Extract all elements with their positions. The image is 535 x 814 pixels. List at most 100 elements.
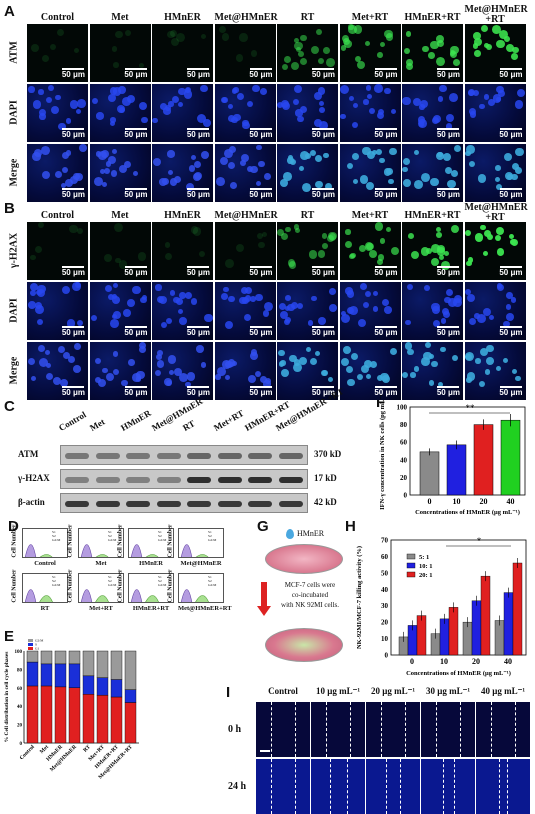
nucleus — [467, 257, 473, 263]
nucleus — [417, 116, 425, 124]
nucleus — [281, 63, 289, 71]
blot-band — [248, 477, 272, 483]
scalebar-label: 50 μm — [311, 328, 335, 337]
micrograph-tile: 50 μm — [464, 342, 526, 400]
nucleus — [178, 373, 188, 383]
scratch-edge — [436, 702, 437, 757]
column-header: HMnER+RT — [404, 12, 461, 23]
scratch-column-header: 10 μg mL⁻¹ — [315, 686, 361, 696]
nucleus — [76, 228, 83, 234]
g2-peak — [95, 595, 109, 602]
micrograph-tile: 50 μm — [89, 342, 151, 400]
nucleus — [34, 301, 43, 310]
scalebar-label: 50 μm — [124, 70, 148, 79]
nucleus — [366, 151, 375, 160]
nucleus — [448, 298, 457, 307]
nucleus — [440, 346, 446, 353]
nucleus — [113, 222, 123, 232]
nucleus — [189, 165, 196, 172]
nucleus — [304, 152, 312, 160]
nucleus — [486, 233, 493, 240]
nucleus — [357, 61, 366, 70]
nucleus — [228, 103, 234, 110]
nucleus — [430, 177, 440, 187]
nucleus — [42, 55, 49, 62]
legend-label: G2/M — [35, 639, 44, 643]
micrograph-tile: 50 μm — [152, 144, 213, 202]
scalebar-label: 50 μm — [249, 70, 273, 79]
y-tick: 50 — [381, 569, 389, 577]
nucleus — [111, 46, 118, 52]
nucleus — [329, 288, 337, 295]
nucleus — [110, 117, 116, 123]
nucleus — [113, 311, 122, 319]
nucleus — [451, 170, 459, 178]
flow-legend: G2/M — [158, 538, 167, 542]
nucleus — [215, 374, 221, 380]
g1-peak — [24, 544, 37, 557]
nucleus — [231, 88, 238, 94]
nucleus — [426, 247, 433, 254]
scalebar-line — [62, 266, 84, 268]
scalebar-line — [187, 326, 209, 328]
nucleus — [132, 285, 141, 295]
nucleus — [173, 367, 183, 377]
nucleus — [369, 249, 377, 258]
flow-legend: S2 — [52, 534, 56, 538]
flow-legend: S1 — [208, 575, 212, 579]
nucleus — [423, 284, 430, 291]
scalebar-label: 50 μm — [311, 388, 335, 397]
scalebar-line — [312, 386, 334, 388]
nucleus — [351, 153, 359, 160]
y-tick: 0 — [404, 492, 408, 500]
flow-legend: S1 — [52, 530, 56, 534]
nucleus — [405, 62, 413, 70]
nucleus — [430, 257, 440, 266]
nucleus — [30, 290, 36, 296]
nucleus — [152, 117, 158, 124]
nucleus — [165, 318, 172, 325]
nucleus — [444, 296, 452, 304]
nucleus — [359, 245, 366, 252]
flow-title: Met@HMnER — [180, 560, 222, 567]
micrograph-tile: 50 μm — [339, 222, 401, 280]
nucleus — [236, 92, 244, 100]
scalebar-label: 50 μm — [124, 268, 148, 277]
nucleus — [153, 157, 162, 166]
schematic-text-2: co-incubated — [291, 591, 329, 599]
nucleus — [278, 360, 285, 367]
scalebar-line — [260, 750, 270, 752]
scalebar-line — [374, 188, 397, 190]
y-tick: 20 — [381, 619, 389, 627]
nucleus — [161, 177, 169, 185]
nucleus — [376, 148, 383, 155]
lane-label: RT — [181, 418, 197, 433]
nucleus — [345, 240, 352, 248]
nucleus — [505, 292, 513, 299]
micrograph-tile: 50 μm — [214, 144, 276, 202]
flow-title: RT — [40, 605, 50, 612]
micrograph-tile: 50 μm — [152, 342, 213, 400]
band-size: 42 kD — [314, 497, 337, 507]
nucleus — [428, 52, 436, 59]
nucleus — [374, 84, 383, 93]
stacked-bar — [54, 686, 67, 744]
nucleus — [156, 360, 165, 368]
nucleus — [107, 294, 114, 301]
stacked-bar — [124, 689, 137, 703]
stacked-bar — [82, 650, 95, 677]
lane-label: Met — [88, 416, 107, 433]
nucleus — [169, 289, 176, 296]
nucleus — [41, 170, 50, 179]
g2-peak — [195, 554, 209, 557]
nucleus — [473, 32, 482, 40]
y-axis-label: IFN-γ concentration in NK cells (pg mL⁻¹… — [379, 395, 386, 510]
nucleus — [64, 178, 73, 188]
panel-label-a: A — [4, 3, 15, 20]
nucleus — [285, 306, 291, 312]
row-header: Merge — [8, 158, 20, 187]
stacked-bar — [96, 650, 109, 678]
scratch-column-header: 30 μg mL⁻¹ — [425, 686, 471, 696]
nucleus — [357, 319, 366, 328]
nucleus — [100, 168, 106, 174]
